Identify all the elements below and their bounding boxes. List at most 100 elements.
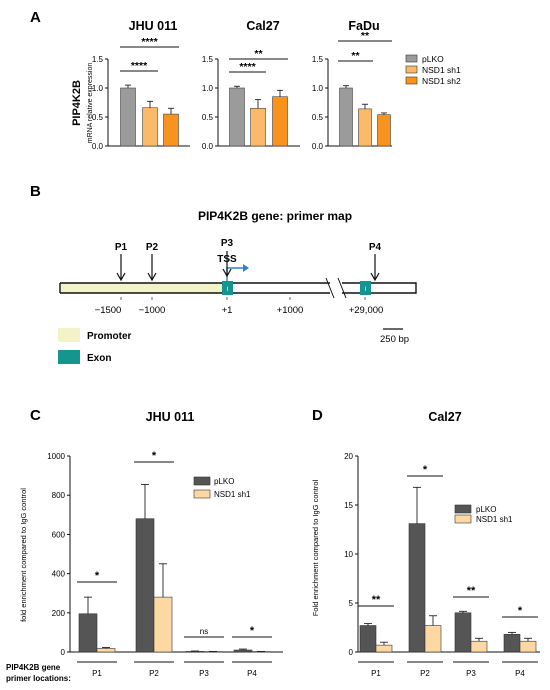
exon-2-label: I xyxy=(365,287,367,293)
panel-b-letter: B xyxy=(30,183,41,200)
y-tick-label: 1.0 xyxy=(312,84,324,93)
y-tick-label: 0.5 xyxy=(92,113,104,122)
legend-swatch-sh2 xyxy=(405,76,418,85)
chart-title: FaDu xyxy=(348,19,379,33)
panel-d-letter: D xyxy=(312,407,323,424)
bar-p1-sh1 xyxy=(375,644,393,653)
significance-label: **** xyxy=(141,36,158,48)
gene-map: PIP4K2B gene: primer map I I TSS P1 P2 P… xyxy=(58,209,417,364)
primer-p3-label: P3 xyxy=(221,238,234,249)
position-plus29000: +29,000 xyxy=(349,305,384,316)
chart-jhu011-expression: JHU 011 0.0 0.5 1.0 1.5 **** **** xyxy=(92,19,190,151)
panel-d-ylabel: Fold enrichment compared to IgG control xyxy=(311,480,320,617)
significance-label: * xyxy=(518,605,523,617)
bar-nsd1-sh1 xyxy=(358,108,372,147)
category-label-p2: P2 xyxy=(149,669,159,678)
category-label-p2: P2 xyxy=(420,669,430,678)
y-tick-label: 400 xyxy=(52,570,66,579)
y-tick-label: 1.5 xyxy=(92,55,104,64)
panel-a-letter: A xyxy=(30,9,41,26)
primer-p2-arrow xyxy=(147,254,157,282)
y-tick-label: 600 xyxy=(52,530,66,539)
bar-p2-sh1 xyxy=(153,596,173,653)
chart-title: JHU 011 xyxy=(129,19,178,33)
category-label-p3: P3 xyxy=(466,669,476,678)
break-mark-right xyxy=(337,277,347,299)
y-tick-label: 1.0 xyxy=(202,84,214,93)
significance-label: * xyxy=(423,464,428,476)
y-tick-label: 200 xyxy=(52,609,66,618)
y-tick-label: 1.5 xyxy=(312,55,324,64)
bar-nsd1-sh2 xyxy=(272,96,288,147)
category-label-p1: P1 xyxy=(92,669,102,678)
bar-nsd1-sh1 xyxy=(142,107,158,147)
panel-d-legend: pLKO NSD1 sh1 xyxy=(454,504,513,524)
y-tick-label: 0.0 xyxy=(202,142,214,151)
gene-line-right xyxy=(342,282,417,294)
chart-fadu-expression: FaDu 0.0 0.5 1.0 1.5 **** xyxy=(312,19,392,151)
panel-a-legend: pLKO NSD1 sh1 NSD1 sh2 xyxy=(405,54,461,86)
bar-plko xyxy=(229,87,245,147)
y-tick-label: 1000 xyxy=(47,452,65,461)
legend-d-label-plko: pLKO xyxy=(476,505,496,514)
legend-c-label-plko: pLKO xyxy=(214,477,234,486)
legend-d-swatch-sh1 xyxy=(454,514,472,524)
primer-p1-arrow xyxy=(116,254,126,282)
y-tick-label: 0.0 xyxy=(312,142,324,151)
bar-p4-plko xyxy=(503,634,521,653)
significance-label: ns xyxy=(200,627,208,636)
y-tick-label: 0 xyxy=(349,648,354,657)
primer-p2-label: P2 xyxy=(146,242,159,253)
tss-arrow xyxy=(226,267,243,281)
legend-c-label-sh1: NSD1 sh1 xyxy=(214,490,251,499)
legend-c-swatch-sh1 xyxy=(193,489,211,499)
panel-c-row-label-2: primer locations: xyxy=(6,674,71,683)
key-exon-label: Exon xyxy=(87,353,111,364)
legend-label-sh1: NSD1 sh1 xyxy=(422,65,461,75)
category-label-p1: P1 xyxy=(371,669,381,678)
legend-label-plko: pLKO xyxy=(422,54,444,64)
panel-c-ylabel: fold enrichment compared to IgG control xyxy=(19,488,28,622)
primer-p4-arrow xyxy=(370,254,380,282)
y-tick-label: 0.5 xyxy=(312,113,324,122)
primer-p4-label: P4 xyxy=(369,242,382,253)
significance-label: **** xyxy=(131,60,148,72)
bar-p2-plko xyxy=(408,523,426,653)
significance-label: **** xyxy=(239,61,256,73)
y-tick-label: 10 xyxy=(344,550,353,559)
panel-c-letter: C xyxy=(30,407,41,424)
significance-label: * xyxy=(250,625,255,637)
y-tick-label: 800 xyxy=(52,491,66,500)
panel-a-ylabel-main: PIP4K2B xyxy=(71,80,83,126)
bar-p4-sh1 xyxy=(519,640,537,653)
bar-p2-plko xyxy=(135,518,155,653)
y-tick-label: 0.5 xyxy=(202,113,214,122)
significance-label: * xyxy=(152,450,157,462)
category-label-p4: P4 xyxy=(247,669,257,678)
category-label-p3: P3 xyxy=(199,669,209,678)
bar-plko xyxy=(339,87,353,147)
exon-1 xyxy=(222,281,233,295)
position-plus1: +1 xyxy=(222,305,233,316)
gene-line-left xyxy=(59,282,330,294)
y-tick-label: 0 xyxy=(61,648,66,657)
legend-c-swatch-plko xyxy=(193,476,211,486)
position-minus1500: −1500 xyxy=(95,305,122,316)
key-exon-swatch xyxy=(58,350,80,364)
chart-cal27-expression: Cal27 0.0 0.5 1.0 1.5 ****** xyxy=(202,19,300,151)
chart-title: JHU 011 xyxy=(146,410,195,424)
bar-p3-plko xyxy=(454,612,472,653)
chart-jhu011-chip: JHU 011 0 200 400 600 800 1000 P1 * P2 * P3 ns P4 * xyxy=(47,410,283,678)
panel-c-row-label-1: PIP4K2B gene xyxy=(6,663,61,672)
significance-label: ** xyxy=(467,585,476,597)
panel-a-ylabel-sub: mRNA relative expression xyxy=(87,63,94,144)
y-tick-label: 5 xyxy=(349,599,354,608)
exon-1-label: I xyxy=(227,287,229,293)
key-promoter-label: Promoter xyxy=(87,331,132,342)
gene-map-title: PIP4K2B gene: primer map xyxy=(198,209,352,223)
legend-swatch-sh1 xyxy=(405,65,418,74)
bar-nsd1-sh2 xyxy=(163,113,179,147)
position-minus1000: −1000 xyxy=(139,305,166,316)
tss-arrow-head xyxy=(243,264,249,272)
primer-p1-label: P1 xyxy=(115,242,128,253)
